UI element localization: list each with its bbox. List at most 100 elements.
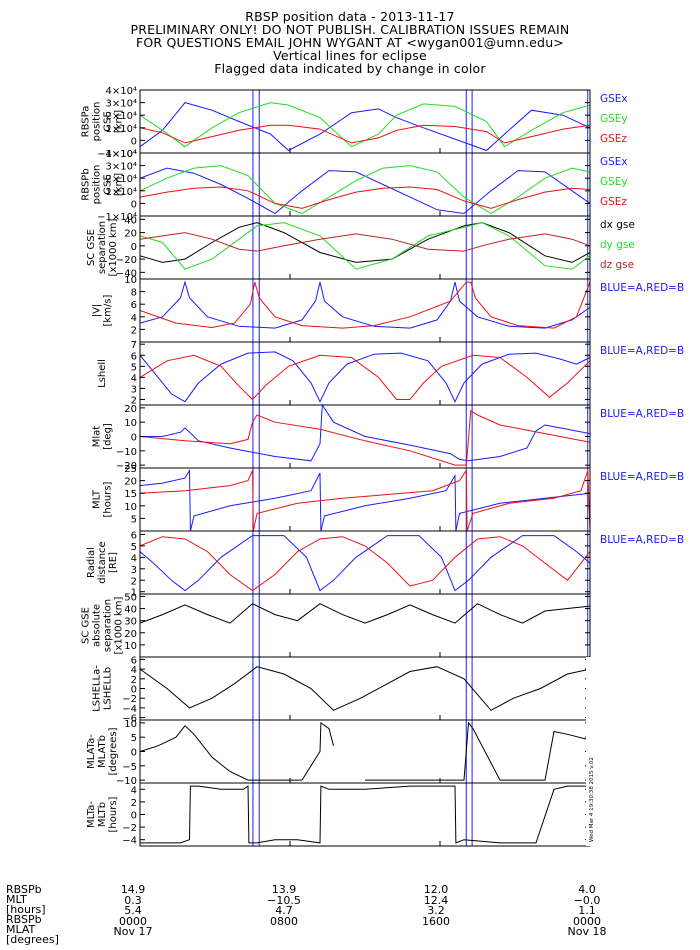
- legend-entry: dx gse: [600, 219, 635, 231]
- legend-entry: dz gse: [600, 259, 634, 271]
- y-tick-label: 2: [131, 395, 137, 406]
- y-axis-label: [hours]: [108, 796, 119, 832]
- panel-frame-lshell-diff: [139, 656, 591, 721]
- y-tick-label: 10: [124, 418, 137, 429]
- legend-entry: GSEx: [600, 156, 628, 168]
- y-tick-label: 1: [131, 588, 137, 599]
- legend-entry: BLUE=A,RED=B: [600, 345, 684, 357]
- y-axis-label: position: [92, 165, 103, 205]
- series-line-sc-gse-abs-abs: [139, 603, 591, 624]
- legend-entry: GSEz: [600, 196, 627, 208]
- series-line-mlat-a: [140, 403, 591, 462]
- y-tick-label: 2: [131, 675, 137, 686]
- legend-entry: GSEx: [600, 93, 628, 105]
- y-axis-label: [x1000 km]: [114, 596, 125, 654]
- series-line-rbspa-gse-gsex: [139, 102, 591, 152]
- y-axis-label: SC GSE: [81, 607, 92, 644]
- y-tick-label: 20: [124, 229, 137, 240]
- y-tick-label: 0: [131, 242, 137, 253]
- series-line-mlt-diff-diff: [140, 785, 590, 844]
- y-tick-label: 30: [124, 617, 137, 628]
- y-tick-label: 6: [131, 530, 137, 541]
- y-axis-label: [km]: [114, 110, 125, 133]
- y-tick-label: 0: [131, 433, 137, 444]
- y-tick-label: 20: [124, 629, 137, 640]
- legend-entry: BLUE=A,RED=B: [600, 471, 684, 483]
- y-axis-label: absolute: [92, 604, 103, 647]
- y-tick-label: 0: [131, 136, 137, 147]
- y-tick-label: 50: [124, 592, 137, 603]
- y-tick-label: −20: [116, 461, 137, 472]
- y-axis-label: separation: [103, 599, 114, 652]
- legend-entry: BLUE=A,RED=B: [600, 282, 684, 294]
- y-axis-label: Mlat: [92, 426, 103, 448]
- series-line-mlat-b: [139, 409, 591, 466]
- legend-entry: GSEy: [600, 113, 628, 125]
- y-axis-label: MLTb: [97, 802, 108, 827]
- y-axis-label: [degrees]: [108, 727, 119, 775]
- series-line-vmag-a: [139, 280, 591, 329]
- y-tick-label: 5: [131, 542, 137, 553]
- series-line-sc-gse-sep-dx-gse: [139, 222, 591, 263]
- y-tick-label: 3×10⁴: [106, 162, 137, 173]
- y-axis-label: [hours]: [103, 481, 114, 517]
- series-line-mlt-a: [139, 468, 591, 532]
- contact-line: FOR QUESTIONS EMAIL JOHN WYGANT AT <wyga…: [135, 35, 564, 50]
- chart-title: RBSP position data - 2013-11-17: [245, 9, 455, 24]
- eclipse-note: Vertical lines for eclipse: [273, 48, 427, 63]
- y-tick-label: −2: [122, 694, 137, 705]
- y-axis-label: SC GSE: [86, 229, 97, 266]
- series-line-rbspb-gse-gsex: [139, 167, 591, 215]
- series-line-mlat-diff-diff: [139, 721, 334, 781]
- panel-frame-mlt-diff: [139, 782, 591, 847]
- y-tick-label: 0: [131, 748, 137, 759]
- series-line-rbspb-gse-gsez: [139, 186, 591, 209]
- y-tick-label: 10: [124, 719, 137, 730]
- y-tick-label: 40: [124, 215, 137, 226]
- y-tick-label: −10: [116, 776, 137, 787]
- legend-entry: dy gse: [600, 239, 635, 251]
- panel-frame-radial: [139, 530, 591, 595]
- y-tick-label: 5: [131, 514, 137, 525]
- y-tick-label: 0: [131, 199, 137, 210]
- y-tick-label: −2: [122, 823, 137, 834]
- y-axis-label: GSE: [103, 174, 114, 194]
- y-tick-label: 6: [131, 351, 137, 362]
- y-axis-label: [deg]: [103, 423, 114, 450]
- stamp-backing: [586, 657, 592, 846]
- y-tick-label: −5: [122, 762, 137, 773]
- y-tick-label: 10: [124, 502, 137, 513]
- chart-title-block: RBSP position data - 2013-11-17 PRELIMIN…: [0, 10, 700, 75]
- y-tick-label: 2: [131, 576, 137, 587]
- legend-entry: GSEy: [600, 176, 628, 188]
- y-tick-label: 15: [124, 489, 137, 500]
- y-tick-label: 5: [131, 362, 137, 373]
- y-axis-label: MLATb: [97, 735, 108, 768]
- y-axis-label: separation: [97, 221, 108, 274]
- y-tick-label: −10: [116, 447, 137, 458]
- y-axis-label: MLATa-: [86, 734, 97, 769]
- panel-frame-sc-gse-abs: [139, 593, 591, 658]
- y-axis-label: position: [92, 102, 103, 142]
- y-tick-label: −4: [122, 836, 137, 847]
- y-tick-label: 6: [131, 655, 137, 666]
- y-tick-label: 0: [131, 685, 137, 696]
- series-line-sc-gse-sep-dy-gse: [139, 222, 591, 270]
- legend-entry: GSEz: [600, 133, 627, 145]
- y-axis-label: MLT: [92, 489, 103, 509]
- y-axis-label: RBSPa: [81, 106, 92, 138]
- y-axis-label: Lshell: [97, 359, 108, 388]
- series-line-mlt-b: [139, 468, 591, 532]
- y-axis-label: [x1000 km]: [108, 218, 119, 276]
- y-tick-label: −4: [122, 704, 137, 715]
- series-line-mlat-diff-diff2: [365, 721, 591, 781]
- flag-note: Flagged data indicated by change in colo…: [214, 61, 486, 76]
- y-tick-label: 4: [131, 665, 137, 676]
- preliminary-warning: PRELIMINARY ONLY! DO NOT PUBLISH. CALIBR…: [130, 22, 570, 37]
- y-tick-label: 2: [131, 325, 137, 336]
- y-tick-label: 40: [124, 605, 137, 616]
- y-tick-label: 20: [124, 404, 137, 415]
- y-tick-label: −6: [122, 714, 137, 725]
- y-tick-label: 4: [131, 553, 137, 564]
- y-tick-label: 3×10⁴: [106, 99, 137, 110]
